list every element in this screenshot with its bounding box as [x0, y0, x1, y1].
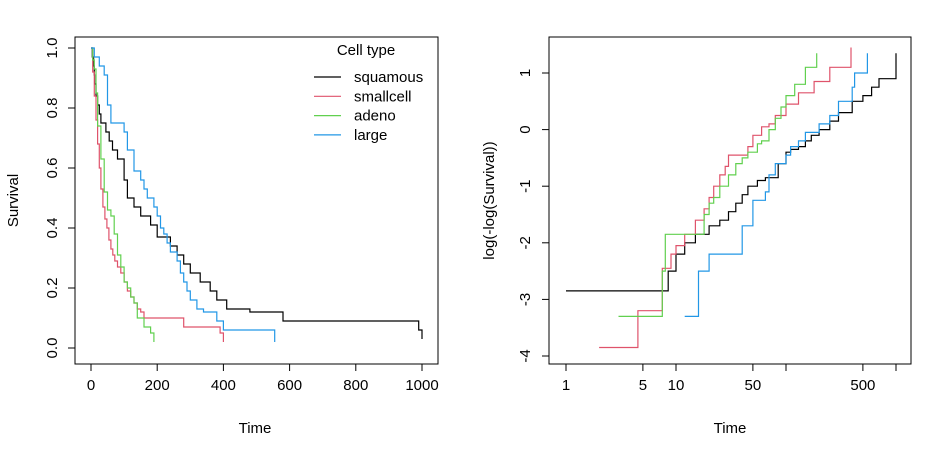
x-tick-label: 1000 [405, 377, 438, 394]
y-axis-label: Survival [5, 174, 22, 227]
y-tick-label: 0.0 [44, 338, 61, 359]
y-tick-label: 0.6 [44, 158, 61, 179]
x-tick-label: 200 [145, 377, 170, 394]
x-axis-label: Time [239, 420, 272, 437]
series-adeno-line [91, 47, 155, 342]
y-axis: -4 -3 -2 -1 0 1 [517, 69, 550, 363]
y-tick-label: -3 [517, 293, 534, 306]
x-tick-label: 1 [562, 377, 570, 394]
plot-panel-2: 1 5 10 50 500 Time -4 -3 -2 -1 0 1 log(-log(Survival… [481, 36, 912, 437]
y-tick-label: 0.4 [44, 218, 61, 239]
plot-frame [548, 36, 912, 365]
plot-panel-1: 0 200 400 600 800 1000 Time 0.0 0.2 0.4 0.6 0.8 1.0 S… [5, 36, 439, 437]
y-tick-label: -1 [517, 180, 534, 193]
y-axis-label: log(-log(Survival)) [481, 141, 498, 259]
legend-label-smallcell: smallcell [354, 88, 412, 105]
series-squamous-line [566, 53, 897, 292]
x-tick-label: 10 [668, 377, 685, 394]
y-tick-label: 0 [517, 125, 534, 133]
x-axis: 1 5 10 50 500 [562, 363, 897, 394]
x-tick-label: 50 [745, 377, 762, 394]
y-axis: 0.0 0.2 0.4 0.6 0.8 1.0 [44, 38, 76, 359]
x-tick-label: 400 [211, 377, 236, 394]
x-tick-label: 800 [343, 377, 368, 394]
legend-label-adeno: adeno [354, 108, 396, 125]
series-adeno-line [618, 53, 818, 317]
legend-title: Cell type [337, 42, 395, 59]
x-tick-label: 500 [850, 377, 875, 394]
series-large-line [91, 47, 276, 342]
x-axis-label: Time [714, 420, 747, 437]
legend-label-large: large [354, 127, 387, 144]
x-axis: 0 200 400 600 800 1000 [87, 363, 439, 394]
series-smallcell-line [91, 47, 224, 342]
x-tick-label: 5 [639, 377, 647, 394]
x-tick-label: 0 [87, 377, 95, 394]
series-smallcell-line [599, 47, 852, 349]
legend-label-squamous: squamous [354, 69, 423, 86]
y-tick-label: 0.2 [44, 278, 61, 299]
plot-frame [74, 36, 439, 365]
series-large-line [684, 53, 868, 317]
y-tick-label: 0.8 [44, 98, 61, 119]
legend: Cell type squamous smallcell adeno large [314, 42, 423, 144]
y-tick-label: -4 [517, 349, 534, 362]
y-tick-label: 1 [517, 69, 534, 77]
x-tick-label: 600 [277, 377, 302, 394]
y-tick-label: -2 [517, 236, 534, 249]
y-tick-label: 1.0 [44, 38, 61, 59]
